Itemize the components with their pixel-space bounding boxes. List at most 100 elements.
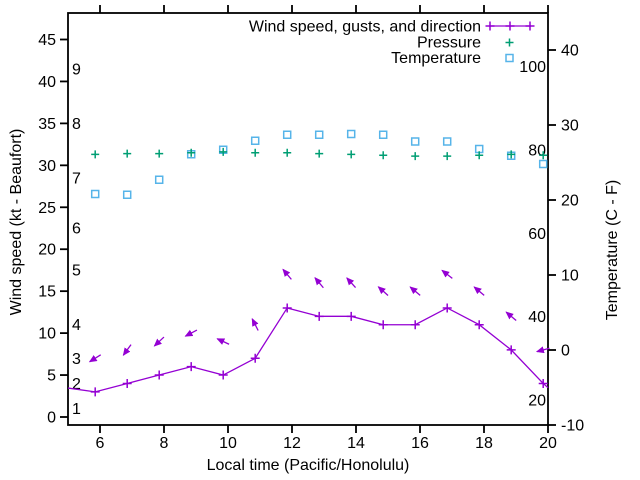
y-tick-label-celsius: 40 bbox=[561, 43, 579, 60]
wind-direction-arrow bbox=[441, 269, 453, 279]
wind-speed-point bbox=[154, 370, 164, 380]
plot-border bbox=[67, 12, 549, 426]
pressure-point bbox=[315, 149, 324, 158]
y-tick-label-kt: 5 bbox=[47, 368, 56, 385]
beaufort-scale-label: 2 bbox=[72, 376, 81, 393]
y-axis-title: Wind speed (kt - Beaufort) bbox=[8, 129, 25, 316]
wind-speed-series bbox=[67, 303, 549, 397]
pressure-point bbox=[187, 148, 196, 157]
pressure-point bbox=[91, 150, 100, 159]
pressure-point bbox=[155, 149, 164, 158]
wind-direction-arrow bbox=[153, 336, 165, 347]
pressure-point bbox=[283, 148, 292, 157]
temperature-point bbox=[314, 130, 324, 139]
temperature-point bbox=[122, 190, 132, 199]
x-tick-label: 12 bbox=[283, 435, 301, 452]
y-tick-label-kt: 30 bbox=[38, 158, 56, 175]
wind-direction-arrow bbox=[505, 311, 517, 322]
y-tick-label-kt: 25 bbox=[38, 200, 56, 217]
wind-speed-point bbox=[346, 311, 356, 321]
fahrenheit-scale-label: 20 bbox=[528, 393, 546, 410]
legend-label-temperature: Temperature bbox=[391, 50, 481, 67]
wind-speed-point bbox=[538, 378, 548, 388]
y-tick-label-celsius: 10 bbox=[561, 268, 579, 285]
wind-speed-point bbox=[506, 345, 516, 355]
wind-direction-arrow bbox=[88, 354, 102, 363]
pressure-point bbox=[411, 152, 420, 161]
x-tick-label: 6 bbox=[96, 435, 105, 452]
pressure-point bbox=[539, 151, 548, 160]
y-tick-label-celsius: 0 bbox=[561, 343, 570, 360]
x-tick-label: 8 bbox=[160, 435, 169, 452]
wind-direction-arrow bbox=[184, 329, 198, 337]
temperature-point bbox=[90, 189, 100, 199]
legend-wind-marker-sample bbox=[485, 21, 495, 31]
wind-speed-point bbox=[410, 320, 420, 330]
wind-speed-point bbox=[122, 378, 132, 388]
wind-direction-arrow bbox=[314, 277, 324, 289]
y-tick-label-kt: 10 bbox=[38, 326, 56, 343]
wind-speed-point bbox=[474, 320, 484, 330]
temperature-point bbox=[442, 137, 452, 146]
axis-tick-labels: 6 8 10 12 14 16 18 20051015202530354045-1001020… bbox=[38, 32, 584, 452]
temperature-point bbox=[410, 137, 420, 146]
pressure-point bbox=[379, 151, 388, 160]
x-tick-label: 14 bbox=[347, 435, 365, 452]
pressure-point bbox=[347, 150, 356, 159]
x-axis-title: Local time (Pacific/Honolulu) bbox=[207, 457, 410, 474]
y-tick-label-celsius: 30 bbox=[561, 118, 579, 135]
temperature-point bbox=[282, 130, 292, 139]
wind-direction-arrow bbox=[473, 286, 485, 296]
wind-speed-point bbox=[90, 387, 100, 397]
pressure-point bbox=[507, 150, 516, 159]
wind-speed-point bbox=[314, 311, 324, 321]
wind-speed-point bbox=[186, 362, 196, 372]
y-tick-label-kt: 0 bbox=[47, 410, 56, 427]
fahrenheit-scale-label: 40 bbox=[528, 309, 546, 326]
y2-axis-title: Temperature (C - F) bbox=[604, 180, 621, 320]
y-tick-label-celsius: 20 bbox=[561, 193, 579, 210]
plot-frame bbox=[67, 12, 549, 426]
y-tick-label-kt: 40 bbox=[38, 74, 56, 91]
pressure-point bbox=[443, 152, 452, 161]
legend-wind-marker-sample bbox=[525, 21, 535, 31]
y-tick-label-kt: 35 bbox=[38, 116, 56, 133]
temperature-point bbox=[378, 130, 388, 139]
y-tick-label-celsius: -10 bbox=[561, 418, 584, 435]
x-tick-label: 10 bbox=[219, 435, 237, 452]
y-tick-label-kt: 45 bbox=[38, 32, 56, 49]
wind-speed-point bbox=[282, 303, 292, 313]
temperature-point bbox=[154, 175, 164, 184]
pressure-point bbox=[475, 151, 484, 160]
beaufort-scale-label: 1 bbox=[72, 401, 81, 418]
pressure-point bbox=[219, 147, 228, 156]
wind-speed-point bbox=[378, 320, 388, 330]
wind-direction-arrow bbox=[346, 277, 357, 289]
temperature-series bbox=[90, 129, 548, 199]
beaufort-scale-label: 4 bbox=[72, 317, 81, 334]
x-tick-label: 20 bbox=[539, 435, 557, 452]
beaufort-scale-label: 9 bbox=[72, 61, 81, 78]
legend-temperature-marker-sample bbox=[505, 53, 514, 63]
data-series bbox=[67, 129, 550, 397]
wind-direction-arrow bbox=[409, 286, 421, 296]
x-tick-label: 16 bbox=[411, 435, 429, 452]
temperature-point bbox=[346, 129, 356, 139]
legend-pressure-marker-sample bbox=[505, 38, 514, 47]
wind-speed-line bbox=[67, 307, 549, 393]
x-tick-label: 18 bbox=[475, 435, 493, 452]
temperature-point bbox=[250, 136, 260, 145]
legend-label-pressure: Pressure bbox=[417, 35, 481, 52]
wind-speed-point bbox=[218, 370, 228, 380]
y-tick-label-kt: 20 bbox=[38, 242, 56, 259]
beaufort-scale-label: 3 bbox=[72, 351, 81, 368]
wind-direction-arrow bbox=[535, 346, 550, 354]
wind-direction-arrow bbox=[122, 344, 132, 356]
pressure-point bbox=[123, 149, 132, 158]
wind-gust-arrows bbox=[88, 268, 550, 363]
beaufort-scale-label: 7 bbox=[72, 170, 81, 187]
wind-direction-arrow bbox=[377, 286, 389, 296]
